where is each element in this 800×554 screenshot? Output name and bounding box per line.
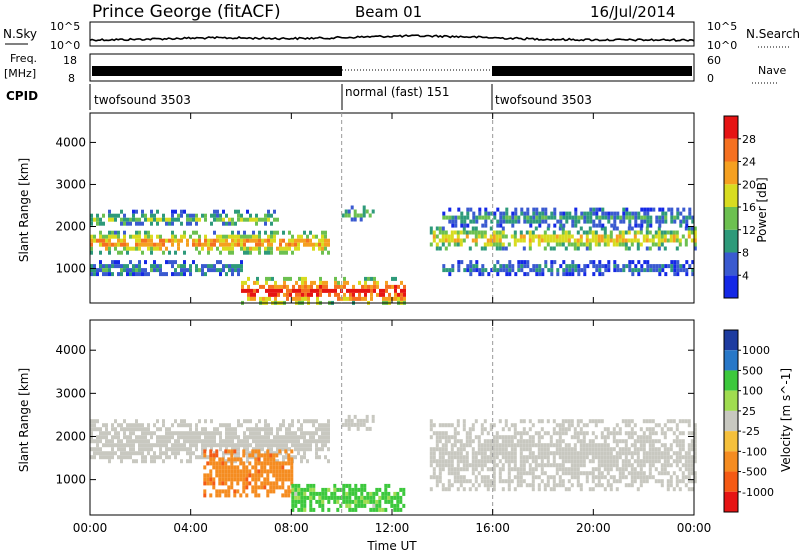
nsearch-tick-top: 10^5	[707, 20, 737, 33]
nsky-tick-top: 10^5	[50, 20, 80, 33]
power-cbar-swatch-1	[724, 252, 738, 276]
power-ytick-1: 2000	[55, 219, 86, 233]
freq-block-2	[492, 66, 692, 76]
xtick-2: 08:00	[274, 521, 309, 535]
velocity-colorbar-label: Velocity [m s^-1]	[779, 368, 793, 472]
power-cbar-tick-0: 4	[742, 269, 749, 282]
power-cbar-swatch-0	[724, 275, 738, 298]
power-cbar-swatch-7	[724, 116, 738, 139]
nave-tick-bottom: 0	[707, 72, 714, 85]
velocity-ytick-0: 1000	[55, 473, 86, 487]
freq-block-1	[92, 66, 342, 76]
xtick-4: 16:00	[475, 521, 510, 535]
nsky-tick-bottom: 10^0	[50, 39, 80, 52]
power-cbar-tick-4: 20	[742, 178, 756, 191]
velocity-band-4	[429, 419, 697, 492]
power-ytick-2: 3000	[55, 177, 86, 191]
velocity-heatmap	[90, 414, 697, 512]
velocity-cbar-swatch-4	[724, 410, 738, 432]
power-band-1	[90, 209, 279, 226]
power-heatmap	[90, 205, 697, 305]
power-colorbar-label: Power [dB]	[755, 177, 769, 242]
power-cbar-tick-5: 24	[742, 156, 756, 169]
velocity-ytick-3: 4000	[55, 343, 86, 357]
power-cbar-tick-1: 8	[742, 247, 749, 260]
velocity-cbar-swatch-1	[724, 350, 738, 371]
velocity-ylabel: Slant Range [km]	[17, 368, 31, 472]
velocity-colorbar: 1000 500 100 25 -25 -100 -500 -1000	[723, 329, 774, 513]
velocity-band-3	[341, 414, 375, 431]
velocity-cbar-swatch-0	[724, 330, 738, 351]
station-title: Prince George (fitACF)	[92, 2, 281, 22]
velocity-cbar-swatch-6	[724, 451, 738, 472]
power-ytick-3: 4000	[55, 135, 86, 149]
power-ytick-0: 1000	[55, 262, 86, 276]
xtick-1: 04:00	[173, 521, 208, 535]
nave-tick-top: 60	[707, 54, 721, 67]
x-axis-label: Time UT	[366, 539, 417, 553]
power-band-7	[442, 260, 695, 277]
nsearch-label: N.Search	[746, 27, 800, 41]
freq-strip: Freq. [MHz] 18 8 60 0 Nave	[4, 52, 786, 85]
xtick-5: 20:00	[576, 521, 611, 535]
velocity-cbar-swatch-2	[724, 370, 738, 391]
power-cbar-swatch-5	[724, 161, 738, 185]
velocity-panel: 1000 2000 3000 4000 00:00 04:00 08:00 12:00 16:0…	[17, 319, 712, 553]
nsky-strip: N.Sky 10^5 10^0 10^5 10^0 N.Search	[3, 20, 800, 52]
velocity-cbar-tick-1: 500	[742, 364, 763, 377]
cpid-seg-3: twofsound 3503	[495, 93, 592, 107]
nsky-label: N.Sky	[3, 27, 37, 41]
xtick-6: 00:00	[677, 521, 712, 535]
power-colorbar: 4 8 12 16 20 24 28	[723, 115, 756, 299]
velocity-cbar-swatch-7	[724, 471, 738, 492]
power-band-4	[341, 205, 375, 222]
velocity-cbar-swatch-3	[724, 390, 738, 411]
cpid-seg-2: normal (fast) 151	[345, 85, 449, 99]
power-cbar-swatch-6	[724, 138, 738, 162]
power-band-5	[429, 226, 697, 251]
power-band-3	[241, 276, 406, 305]
cpid-seg-1: twofsound 3503	[94, 93, 191, 107]
beam-title: Beam 01	[355, 3, 422, 21]
power-ylabel: Slant Range [km]	[17, 158, 31, 262]
velocity-cbar-tick-6: -500	[742, 466, 767, 479]
cpid-label: CPID	[6, 89, 38, 103]
power-cbar-swatch-4	[724, 184, 738, 207]
power-band-2	[90, 260, 243, 277]
velocity-band-2	[291, 483, 406, 512]
velocity-cbar-tick-2: 100	[742, 385, 763, 398]
freq-unit: [MHz]	[4, 67, 36, 80]
power-cbar-swatch-3	[724, 207, 738, 230]
xtick-0: 00:00	[73, 521, 108, 535]
velocity-cbar-tick-0: 1000	[742, 344, 770, 357]
velocity-band-1	[203, 449, 294, 498]
velocity-cbar-swatch-5	[724, 431, 738, 452]
velocity-cbar-tick-5: -100	[742, 445, 767, 458]
power-band-6	[442, 207, 695, 228]
power-cbar-tick-2: 12	[742, 224, 756, 237]
velocity-cbar-tick-3: 25	[742, 405, 756, 418]
nsearch-tick-bottom: 10^0	[707, 39, 737, 52]
freq-tick-bottom: 8	[68, 72, 75, 85]
freq-label: Freq.	[10, 52, 37, 65]
velocity-ytick-1: 2000	[55, 429, 86, 443]
power-cbar-swatch-2	[724, 229, 738, 253]
xtick-3: 12:00	[375, 521, 410, 535]
date-title: 16/Jul/2014	[590, 3, 675, 21]
power-cbar-tick-3: 16	[742, 201, 756, 214]
velocity-cbar-tick-4: -25	[742, 425, 760, 438]
nave-label: Nave	[758, 64, 786, 77]
power-cbar-tick-6: 28	[742, 133, 756, 146]
velocity-cbar-tick-7: -1000	[742, 486, 774, 499]
cpid-strip: CPID twofsound 3503 normal (fast) 151 tw…	[6, 84, 592, 110]
power-band-0	[90, 230, 330, 255]
freq-tick-top: 18	[63, 54, 77, 67]
velocity-ytick-2: 3000	[55, 386, 86, 400]
velocity-cbar-swatch-8	[724, 491, 738, 512]
power-panel: 1000 2000 3000 4000 Slant Range [km]	[17, 112, 697, 305]
